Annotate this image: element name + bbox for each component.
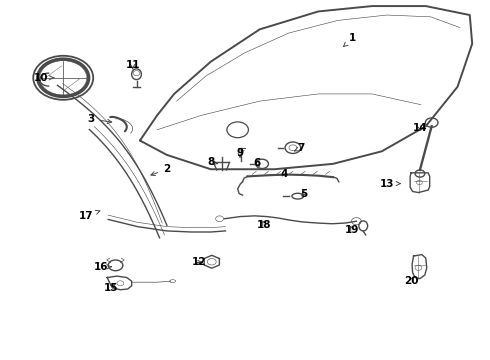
Text: 18: 18 <box>257 220 272 230</box>
Text: 19: 19 <box>345 225 360 235</box>
Text: 20: 20 <box>404 276 418 286</box>
Text: 4: 4 <box>280 168 288 179</box>
Text: 3: 3 <box>87 114 112 124</box>
Text: 9: 9 <box>237 148 244 158</box>
Text: 14: 14 <box>413 123 427 133</box>
Text: 11: 11 <box>125 60 140 70</box>
Text: 2: 2 <box>151 164 171 176</box>
Text: 17: 17 <box>79 210 100 221</box>
Text: 8: 8 <box>207 157 218 167</box>
Text: 5: 5 <box>300 189 307 199</box>
Text: 13: 13 <box>379 179 400 189</box>
Text: 12: 12 <box>191 257 206 267</box>
Text: 16: 16 <box>94 262 111 272</box>
Text: 10: 10 <box>33 73 54 83</box>
Text: 7: 7 <box>294 143 305 153</box>
Text: 15: 15 <box>103 283 118 293</box>
Text: 6: 6 <box>254 158 261 168</box>
Text: 1: 1 <box>343 33 356 46</box>
